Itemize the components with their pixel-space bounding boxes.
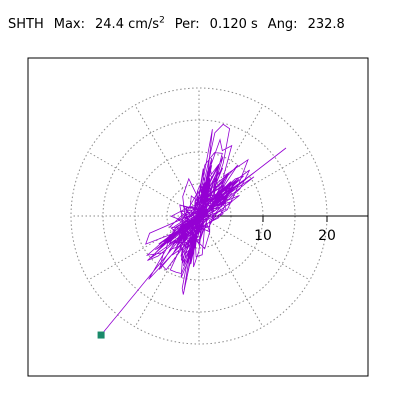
max-exponent: 2 <box>159 16 165 26</box>
per-label: Per: <box>174 17 200 33</box>
radial-ticks: 10 20 <box>254 216 336 244</box>
motion-trace <box>100 123 287 336</box>
end-point-marker <box>97 331 105 339</box>
per-value: 0.120 s <box>209 17 258 33</box>
ang-value: 232.8 <box>307 17 345 33</box>
header-line: SHTH Max: 24.4 cm/s2 Per: 0.120 s Ang: 232.8 <box>8 16 355 32</box>
grid-spoke-60 <box>198 104 264 217</box>
max-value: 24.4 cm/s2 <box>95 16 165 33</box>
station-code: SHTH <box>8 17 44 33</box>
grid-spoke-120 <box>134 104 200 217</box>
max-label: Max: <box>53 17 86 33</box>
trace-path <box>100 123 287 336</box>
grid-spoke-330 <box>198 215 311 281</box>
grid-spoke-300 <box>198 215 264 328</box>
plot-frame <box>27 57 369 377</box>
tick-label-10: 10 <box>254 228 272 244</box>
grid-spoke-150 <box>87 151 200 217</box>
ang-label: Ang: <box>267 17 298 33</box>
tick-label-20: 20 <box>318 228 336 244</box>
